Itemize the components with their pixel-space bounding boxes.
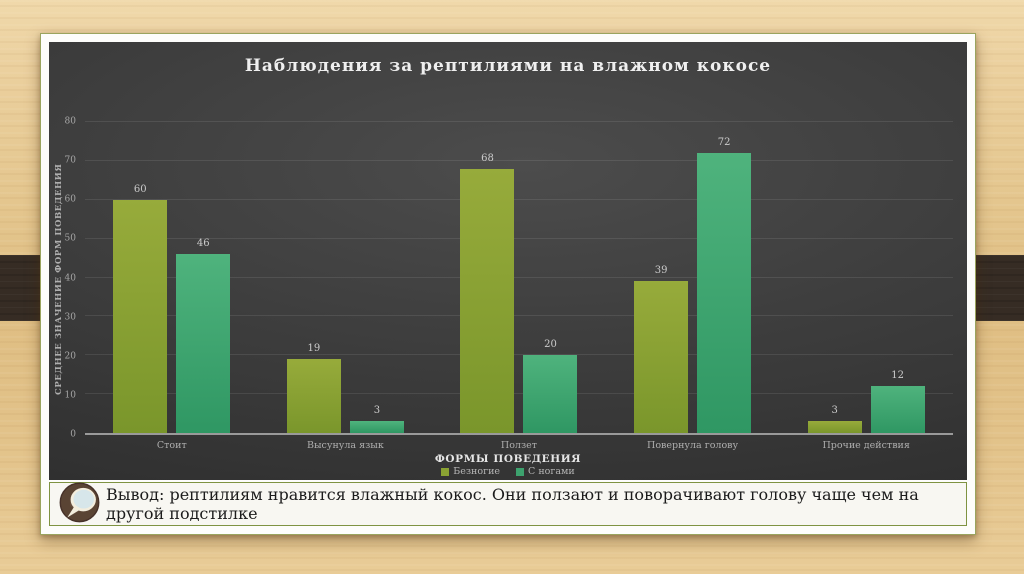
legend-swatch [441,467,450,476]
category-label: Стоит [156,440,187,451]
legend-swatch [516,467,525,476]
conclusion-box: Вывод: рептилиям нравится влажный кокос.… [49,482,967,526]
bar-value-label: 46 [196,238,210,250]
legend-label: С ногами [528,466,575,477]
legend-item: С ногами [516,466,575,477]
x-category-labels: Стоит Высунула язык Ползет Повернула голову… [85,440,953,451]
x-axis-title: ФОРМЫ ПОВЕДЕНИЯ [434,453,582,465]
bar-Безногие: 19 [286,343,341,433]
gridline [85,354,953,356]
bar-group: 39 72 [606,122,780,433]
y-tick-label: 30 [64,312,76,323]
y-tick-label: 10 [64,390,76,401]
bar-group: 68 20 [432,122,606,433]
bar-С ногами: 3 [349,405,404,433]
bar-group: 60 46 [85,122,259,433]
bar-value-label: 19 [307,343,321,355]
bar-С ногами: 20 [523,339,578,433]
conclusion-text: Вывод: рептилиям нравится влажный кокос.… [106,485,919,523]
bar-Безногие: 60 [113,184,168,433]
gridline [85,315,953,317]
gridline [85,276,953,278]
category-label: Ползет [500,440,538,451]
y-tick-label: 50 [64,233,76,244]
gridline [85,159,953,161]
bar-Безногие: 3 [807,405,862,433]
legend-item: Безногие [441,466,500,477]
bar-С ногами: 46 [176,238,231,433]
y-tick-label: 20 [64,351,76,362]
y-tick-label: 40 [64,273,76,283]
gridline [85,393,953,395]
plot-area: 60 46 19 3 68 20 39 72 3 12 [85,121,953,435]
coconut-icon [59,482,100,523]
gridline [85,121,953,122]
chart-area: Наблюдения за рептилиями на влажном коко… [49,42,967,480]
category-label: Прочие действия [822,440,910,451]
y-tick-label: 60 [64,194,76,205]
category-label: Повернула голову [647,440,739,451]
legend: Безногие С ногами [49,466,967,477]
y-tick-label: 80 [64,116,76,127]
bar-Безногие: 68 [460,153,515,433]
bar-value-label: 39 [654,265,668,277]
bar-group: 3 12 [779,122,953,433]
legend-label: Безногие [453,466,501,477]
slide: Наблюдения за рептилиями на влажном коко… [40,33,976,535]
gridline [85,198,953,200]
bar-value-label: 3 [831,405,838,417]
bar-С ногами: 72 [697,137,752,433]
bar-value-label: 12 [891,370,905,382]
gridline [85,237,953,239]
bar-value-label: 60 [133,183,147,195]
bar-group: 19 3 [259,122,433,433]
y-tick-label: 0 [70,429,76,440]
bar-value-label: 72 [717,137,731,149]
bar-С ногами: 12 [870,370,925,433]
category-label: Высунула язык [307,440,384,451]
y-axis-ticks: 0 10 20 30 40 50 60 70 80 [49,117,79,439]
bar-Безногие: 39 [634,265,689,433]
chart-title: Наблюдения за рептилиями на влажном коко… [244,56,772,76]
y-tick-label: 70 [64,155,76,166]
bars-layer: 60 46 19 3 68 20 39 72 3 12 [85,122,953,433]
bar-value-label: 20 [544,339,557,351]
bar-value-label: 3 [373,405,381,417]
bar-value-label: 68 [481,152,494,164]
